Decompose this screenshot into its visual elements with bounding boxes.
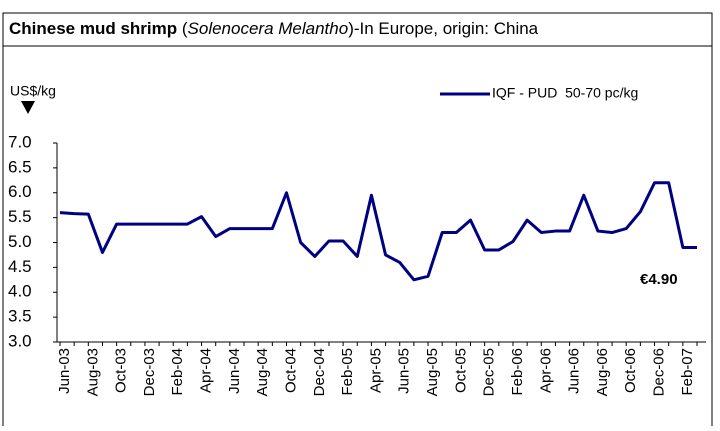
annotation: €4.90	[640, 271, 678, 288]
x-tick-label: Oct-04	[282, 348, 299, 393]
x-tick-label: Oct-03	[113, 348, 130, 393]
y-tick-label: 3.0	[8, 331, 32, 350]
series-line	[59, 181, 697, 282]
y-tick-label: 4.5	[8, 257, 32, 276]
chart-title: Chinese mud shrimp (Solenocera Melantho)…	[9, 19, 539, 38]
x-tick-label: Apr-06	[537, 348, 554, 393]
x-tick-label: Aug-04	[254, 348, 271, 396]
x-tick-label: Jun-05	[396, 348, 413, 394]
x-tick-label: Aug-03	[84, 348, 101, 396]
y-tick-label: 4.0	[8, 282, 32, 301]
x-tick-label: Feb-05	[339, 348, 356, 396]
y-tick-label: 6.0	[8, 182, 32, 201]
x-tick-label: Aug-05	[424, 348, 441, 396]
y-tick-label: 3.5	[8, 307, 32, 326]
x-tick-label: Dec-03	[141, 348, 158, 396]
y-tick-label: 5.0	[8, 232, 32, 251]
legend-label: IQF - PUD 50-70 pc/kg	[492, 85, 638, 101]
title-part: Chinese mud shrimp	[9, 19, 177, 38]
x-tick-label: Jun-03	[56, 348, 73, 394]
x-tick-label: Oct-06	[622, 348, 639, 393]
y-axis-label: US$/kg	[10, 83, 56, 99]
title-part: )-In Europe, origin: China	[348, 19, 538, 38]
x-tick-label: Feb-04	[169, 348, 186, 396]
x-tick-label: Jun-06	[566, 348, 583, 394]
x-tick-label: Dec-04	[311, 348, 328, 396]
x-tick-label: Dec-06	[651, 348, 668, 396]
x-tick-label: Apr-05	[367, 348, 384, 393]
x-tick-label: Apr-04	[198, 348, 215, 393]
x-tick-label: Jun-04	[226, 348, 243, 394]
y-tick-label: 7.0	[8, 132, 32, 151]
x-tick-label: Aug-06	[594, 348, 611, 396]
title-part: Solenocera Melantho	[188, 19, 349, 38]
x-tick-label: Feb-06	[509, 348, 526, 396]
y-tick-label: 6.5	[8, 157, 32, 176]
title-part: (	[177, 19, 188, 38]
x-tick-label: Oct-05	[452, 348, 469, 393]
x-tick-label: Dec-05	[481, 348, 498, 396]
y-tick-label: 5.5	[8, 207, 32, 226]
title-box	[2, 12, 713, 47]
unit-arrow	[21, 101, 35, 114]
x-tick-label: Feb-07	[679, 348, 696, 396]
